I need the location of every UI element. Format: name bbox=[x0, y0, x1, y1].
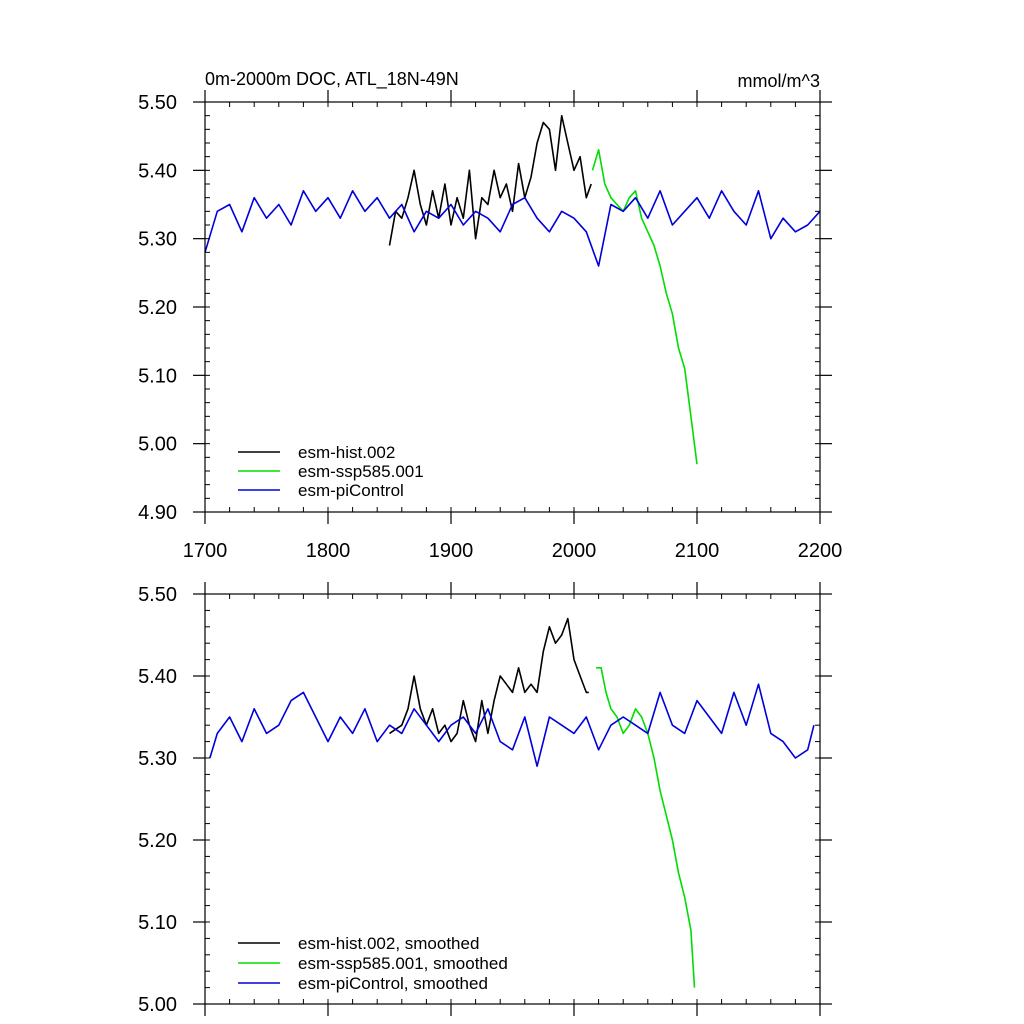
legend-label: esm-piControl bbox=[298, 481, 404, 500]
series-line-1 bbox=[389, 617, 589, 743]
y-tick-label: 5.20 bbox=[138, 830, 177, 852]
x-tick-label: 2200 bbox=[798, 540, 843, 562]
chart-units: mmol/m^3 bbox=[738, 71, 820, 91]
x-tick-label: 2000 bbox=[552, 540, 597, 562]
series-line-2 bbox=[591, 149, 698, 465]
series-line-3 bbox=[204, 190, 821, 267]
y-tick-label: 5.00 bbox=[138, 434, 177, 456]
y-tick-label: 5.40 bbox=[138, 666, 177, 688]
x-tick-label: 1900 bbox=[429, 540, 474, 562]
y-tick-label: 5.10 bbox=[138, 365, 177, 387]
x-tick-label: 1700 bbox=[183, 540, 228, 562]
series-line-2 bbox=[596, 666, 696, 988]
y-tick-label: 5.30 bbox=[138, 229, 177, 251]
y-tick-label: 5.40 bbox=[138, 160, 177, 182]
y-tick-label: 5.50 bbox=[138, 92, 177, 114]
legend-label: esm-ssp585.001 bbox=[298, 462, 424, 481]
y-tick-label: 5.10 bbox=[138, 912, 177, 934]
x-tick-label: 1800 bbox=[306, 540, 351, 562]
y-tick-label: 5.00 bbox=[138, 994, 177, 1016]
legend-label: esm-ssp585.001, smoothed bbox=[298, 954, 508, 973]
x-tick-label: 2100 bbox=[675, 540, 720, 562]
y-tick-label: 5.20 bbox=[138, 297, 177, 319]
y-tick-label: 5.30 bbox=[138, 748, 177, 770]
legend-label: esm-piControl, smoothed bbox=[298, 974, 488, 993]
legend-label: esm-hist.002 bbox=[298, 443, 395, 462]
series-line-1 bbox=[388, 114, 592, 246]
series-line-3 bbox=[209, 683, 815, 768]
bottom-panel: 5.00 5.10 5.20 5.30 5.40 5.50 esm-hist.002, sm… bbox=[138, 582, 832, 1016]
legend-label: esm-hist.002, smoothed bbox=[298, 934, 479, 953]
plot-frame bbox=[204, 593, 821, 1005]
chart-title: 0m-2000m DOC, ATL_18N-49N bbox=[205, 69, 459, 90]
y-tick-label: 5.50 bbox=[138, 584, 177, 606]
y-tick-label: 4.90 bbox=[138, 502, 177, 524]
top-panel: 1700 1800 1900 2000 2100 2200 4.90 5.00 5.10 5.20… bbox=[138, 90, 842, 562]
